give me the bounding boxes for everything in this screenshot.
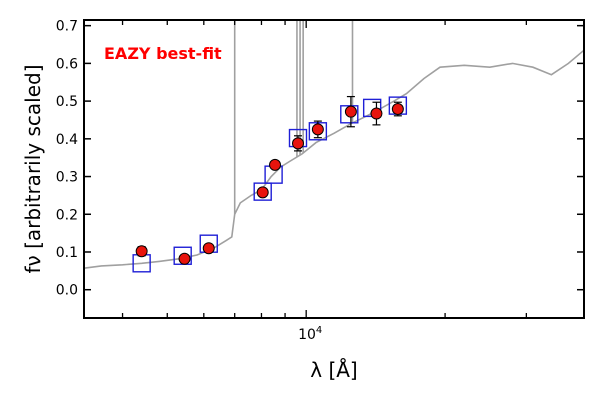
observed-point [269,158,282,171]
y-tick-label: 0.5 [56,94,78,110]
observed-point [291,137,304,150]
y-tick-label: 0.2 [56,207,78,223]
plot-frame [83,19,585,319]
model-photometry-marker [253,182,272,201]
y-tick-label: 0.3 [56,170,78,186]
y-tick-label: 0.4 [56,132,78,148]
x-axis-title: λ [Å] [310,358,357,382]
fit-annotation: EAZY best-fit [104,44,222,63]
observed-point [370,107,383,120]
observed-point [344,105,357,118]
y-axis-ticks: 0.0 0.1 0.2 0.3 0.4 0.5 0.6 0.7 [56,19,584,299]
template-spectrum-line [83,49,585,269]
x-axis-ticks: 104 [121,20,585,343]
y-axis-title: fν [arbitrarily scaled] [21,65,45,274]
y-tick-label: 0.7 [56,19,78,35]
y-tick-label: 0.1 [56,245,78,261]
observed-point [391,103,404,116]
observed-photometry-layer [135,103,404,265]
observed-point [135,245,148,258]
observed-point [178,252,191,265]
x-tick-label: 104 [298,325,322,343]
observed-point [256,186,269,199]
observed-point [202,242,215,255]
model-photometry-layer [132,96,408,273]
y-tick-label: 0.0 [56,283,78,299]
observed-point [311,123,324,136]
y-tick-label: 0.6 [56,56,78,72]
model-photometry-marker [340,105,359,124]
